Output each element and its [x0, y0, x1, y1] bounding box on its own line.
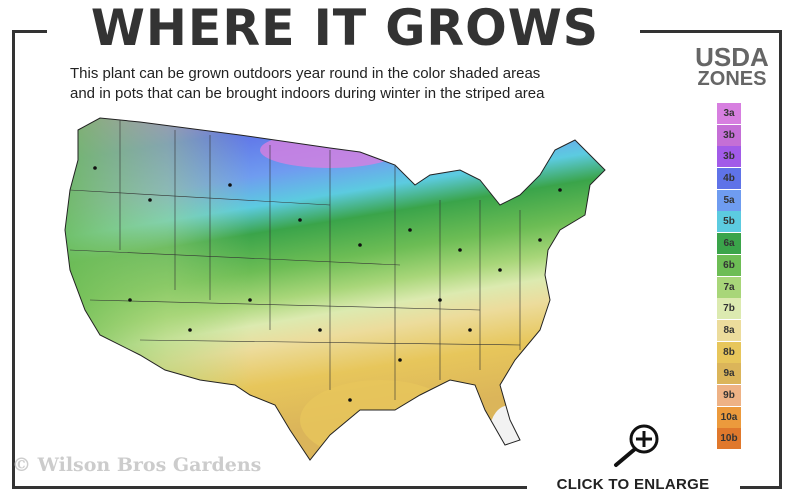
legend-zone-10b: 10b [717, 428, 741, 450]
watermark: © Wilson Bros Gardens [12, 454, 262, 476]
frame-right [779, 30, 782, 489]
frame-bottom-right [740, 486, 782, 489]
legend-zone-7a: 7a [717, 276, 741, 298]
legend-zone-7b: 7b [717, 298, 741, 320]
legend-zone-10a: 10a [717, 406, 741, 428]
frame-bottom-left [12, 486, 527, 489]
legend-zone-9b: 9b [717, 384, 741, 406]
legend-zone-6b: 6b [717, 254, 741, 276]
frame-top-right [640, 30, 782, 33]
legend-zone-8a: 8a [717, 319, 741, 341]
magnifier-plus-icon[interactable] [610, 422, 666, 468]
legend-zone-8b: 8b [717, 341, 741, 363]
zone-legend: 3a 3b 3b 4b 5a 5b 6a 6b 7a 7b 8a 8b 9a 9b 10a 10b [717, 103, 741, 450]
zone-shading [65, 118, 605, 460]
frame-top-left [12, 30, 47, 33]
frame-left [12, 30, 15, 489]
state-borders [69, 120, 521, 400]
legend-zone-3a: 3a [717, 103, 741, 124]
legend-zone-5a: 5a [717, 189, 741, 211]
legend-zone-5b: 5b [717, 211, 741, 233]
page-title: WHERE IT GROWS [90, 0, 600, 57]
legend-zone-9a: 9a [717, 363, 741, 385]
legend-zone-3b: 3b [717, 124, 741, 146]
legend-zone-3b: 3b [717, 146, 741, 168]
legend-title-line-2: ZONES [697, 68, 767, 90]
subtitle-line-2: and in pots that can be brought indoors … [70, 85, 545, 102]
usda-zone-map[interactable] [55, 105, 615, 465]
subtitle-line-1: This plant can be grown outdoors year ro… [70, 65, 541, 82]
legend-title-line-1: USDA [695, 42, 769, 72]
city-dots [93, 166, 562, 402]
legend-zone-6a: 6a [717, 233, 741, 255]
subtitle: This plant can be grown outdoors year ro… [70, 64, 630, 104]
click-to-enlarge-button[interactable]: CLICK TO ENLARGE [556, 476, 710, 493]
legend-zone-4b: 4b [717, 168, 741, 190]
legend-title: USDA ZONES [672, 42, 792, 90]
us-outline [64, 117, 606, 461]
